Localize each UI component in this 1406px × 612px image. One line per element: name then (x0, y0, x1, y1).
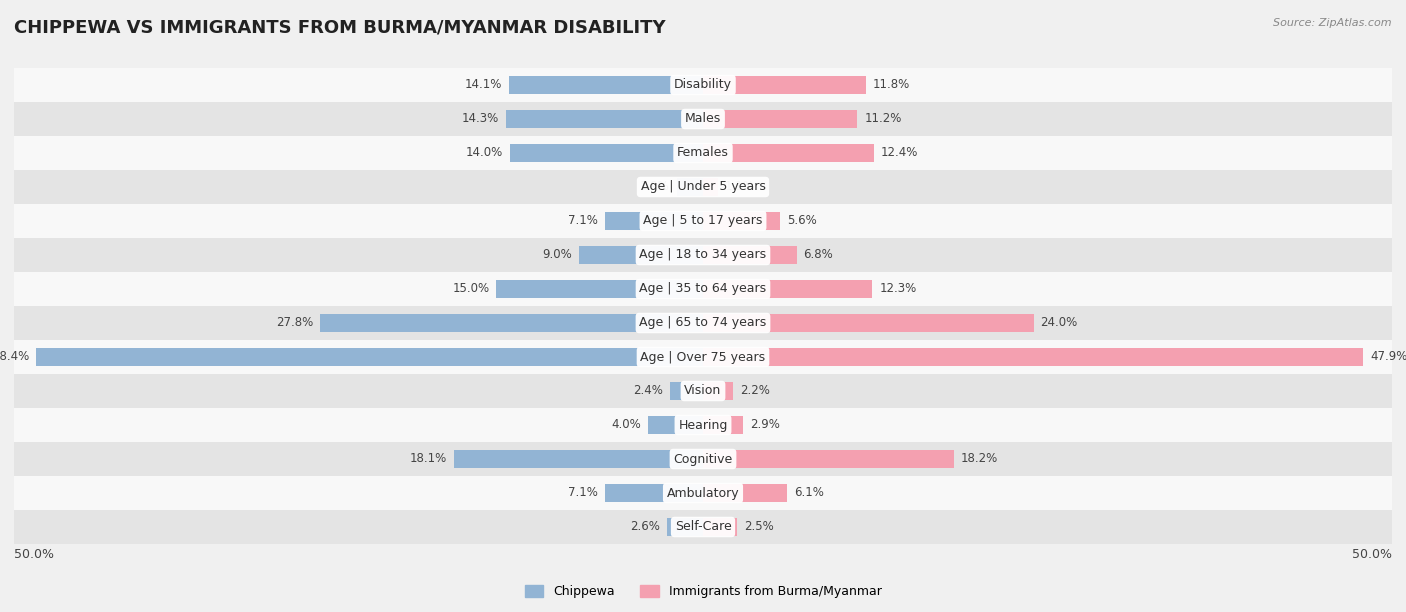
Bar (703, 76, 866, 94)
Bar (496, 280, 703, 298)
Bar (506, 110, 703, 129)
Bar (668, 518, 703, 536)
Text: 2.6%: 2.6% (630, 520, 661, 534)
Text: 18.1%: 18.1% (409, 452, 447, 466)
Text: 11.8%: 11.8% (873, 78, 910, 92)
Text: Hearing: Hearing (678, 419, 728, 431)
Bar (14, 374, 1392, 408)
Text: Disability: Disability (673, 78, 733, 92)
Bar (14, 306, 1392, 340)
Bar (605, 212, 703, 230)
Text: 14.3%: 14.3% (461, 113, 499, 125)
Text: 2.9%: 2.9% (749, 419, 780, 431)
Text: Age | 18 to 34 years: Age | 18 to 34 years (640, 248, 766, 261)
Bar (14, 238, 1392, 272)
Text: 15.0%: 15.0% (453, 283, 489, 296)
Bar (703, 348, 1362, 367)
Text: Vision: Vision (685, 384, 721, 398)
Text: 47.9%: 47.9% (1369, 351, 1406, 364)
Bar (14, 68, 1392, 102)
Text: Age | 65 to 74 years: Age | 65 to 74 years (640, 316, 766, 329)
Text: 14.1%: 14.1% (464, 78, 502, 92)
Bar (14, 340, 1392, 374)
Bar (454, 450, 703, 468)
Text: 1.9%: 1.9% (640, 181, 669, 193)
Text: Age | 35 to 64 years: Age | 35 to 64 years (640, 283, 766, 296)
Bar (14, 510, 1392, 544)
Bar (703, 483, 787, 502)
Bar (510, 144, 703, 162)
Text: Age | Under 5 years: Age | Under 5 years (641, 181, 765, 193)
Text: 2.4%: 2.4% (633, 384, 664, 398)
Text: 48.4%: 48.4% (0, 351, 30, 364)
Bar (14, 442, 1392, 476)
Bar (37, 348, 703, 367)
Bar (669, 382, 703, 400)
Bar (703, 177, 718, 196)
Bar (648, 416, 703, 435)
Bar (321, 313, 703, 332)
Text: Males: Males (685, 113, 721, 125)
Bar (579, 245, 703, 264)
Bar (703, 280, 873, 298)
Text: 7.1%: 7.1% (568, 214, 599, 228)
Text: 24.0%: 24.0% (1040, 316, 1078, 329)
Bar (703, 450, 953, 468)
Text: 18.2%: 18.2% (960, 452, 998, 466)
Text: 27.8%: 27.8% (276, 316, 314, 329)
Bar (703, 382, 734, 400)
Text: 12.3%: 12.3% (879, 283, 917, 296)
Text: 12.4%: 12.4% (880, 146, 918, 160)
Text: 1.1%: 1.1% (725, 181, 755, 193)
Text: 14.0%: 14.0% (465, 146, 503, 160)
Text: CHIPPEWA VS IMMIGRANTS FROM BURMA/MYANMAR DISABILITY: CHIPPEWA VS IMMIGRANTS FROM BURMA/MYANMA… (14, 18, 665, 36)
Bar (14, 170, 1392, 204)
Bar (14, 102, 1392, 136)
Text: 6.1%: 6.1% (794, 487, 824, 499)
Text: 11.2%: 11.2% (865, 113, 901, 125)
Text: 4.0%: 4.0% (612, 419, 641, 431)
Bar (509, 76, 703, 94)
Bar (14, 204, 1392, 238)
Bar (703, 212, 780, 230)
Text: Age | Over 75 years: Age | Over 75 years (641, 351, 765, 364)
Text: 9.0%: 9.0% (543, 248, 572, 261)
Bar (14, 136, 1392, 170)
Bar (676, 177, 703, 196)
Text: Ambulatory: Ambulatory (666, 487, 740, 499)
Text: 2.5%: 2.5% (744, 520, 775, 534)
Bar (605, 483, 703, 502)
Text: 6.8%: 6.8% (804, 248, 834, 261)
Bar (703, 245, 797, 264)
Text: Age | 5 to 17 years: Age | 5 to 17 years (644, 214, 762, 228)
Bar (703, 416, 742, 435)
Bar (14, 272, 1392, 306)
Bar (703, 110, 858, 129)
Text: 5.6%: 5.6% (787, 214, 817, 228)
Text: 7.1%: 7.1% (568, 487, 599, 499)
Text: 2.2%: 2.2% (740, 384, 770, 398)
Text: 50.0%: 50.0% (14, 548, 53, 561)
Legend: Chippewa, Immigrants from Burma/Myanmar: Chippewa, Immigrants from Burma/Myanmar (519, 580, 887, 603)
Bar (703, 313, 1033, 332)
Bar (703, 144, 875, 162)
Text: Source: ZipAtlas.com: Source: ZipAtlas.com (1274, 18, 1392, 28)
Bar (14, 408, 1392, 442)
Text: Cognitive: Cognitive (673, 452, 733, 466)
Text: 50.0%: 50.0% (1353, 548, 1392, 561)
Bar (14, 476, 1392, 510)
Text: Females: Females (678, 146, 728, 160)
Text: Self-Care: Self-Care (675, 520, 731, 534)
Bar (703, 518, 738, 536)
